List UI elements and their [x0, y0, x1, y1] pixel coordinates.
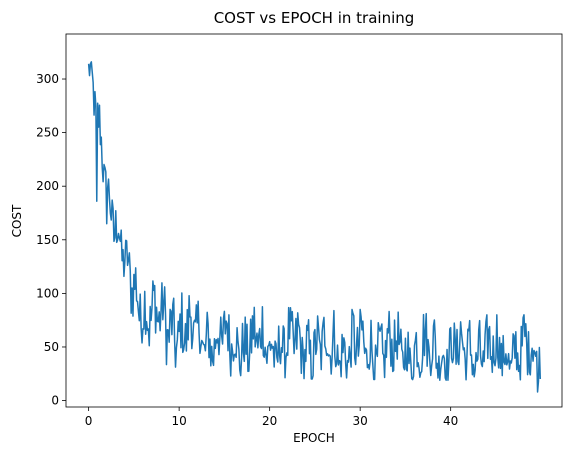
- x-tick-label: 0: [85, 414, 93, 428]
- x-axis-label: EPOCH: [293, 431, 335, 445]
- y-tick-label: 0: [51, 394, 59, 408]
- plot-area: [87, 61, 542, 393]
- series-line-0: [87, 61, 542, 393]
- y-tick-label: 200: [36, 179, 59, 193]
- x-tick-label: 20: [262, 414, 277, 428]
- y-tick-label: 250: [36, 126, 59, 140]
- y-tick-label: 100: [36, 286, 59, 300]
- y-tick-label: 50: [44, 340, 59, 354]
- chart-title: COST vs EPOCH in training: [214, 9, 415, 27]
- y-axis-ticks: 0 50 100 150 200 250 300: [36, 72, 66, 408]
- y-tick-label: 300: [36, 72, 59, 86]
- x-axis-ticks: 0 10 20 30 40: [85, 407, 458, 428]
- x-tick-label: 30: [353, 414, 368, 428]
- axes-frame: [65, 33, 563, 408]
- y-tick-label: 150: [36, 233, 59, 247]
- x-tick-label: 40: [443, 414, 458, 428]
- x-tick-label: 10: [171, 414, 186, 428]
- y-axis-label: COST: [10, 204, 24, 237]
